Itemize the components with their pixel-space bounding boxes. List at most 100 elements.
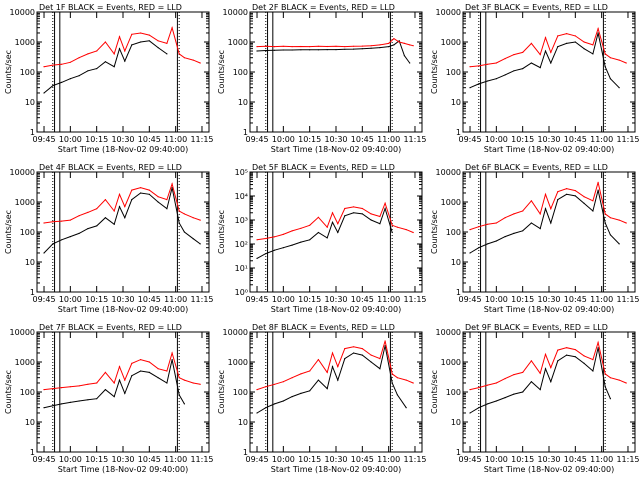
events-data-point [309, 390, 311, 392]
x-tick-label: 10:00 [485, 135, 508, 144]
lld-data-point [384, 340, 386, 342]
events-data-point [609, 78, 612, 80]
events-data-point [391, 382, 393, 384]
y-tick-label: 1 [456, 448, 461, 457]
lld-data-point [104, 41, 106, 43]
x-tick-label: 11:15 [403, 455, 426, 464]
x-axis-label: Start Time (18-Nov-02 09:40:00) [484, 305, 614, 314]
events-data-point [495, 400, 497, 402]
lld-data-point [513, 374, 515, 376]
lld-data-point [265, 45, 267, 47]
lld-data-point [309, 46, 311, 48]
events-data-point [370, 361, 372, 363]
x-tick-label: 11:00 [377, 135, 400, 144]
events-data-point [557, 199, 559, 201]
lld-data-point [353, 206, 355, 208]
x-tick-label: 09:45 [32, 135, 55, 144]
lld-data-point [192, 59, 194, 61]
events-data-point [171, 359, 173, 361]
lld-data-point [118, 193, 121, 195]
y-tick-label: 10000 [223, 328, 248, 337]
events-data-point [52, 243, 54, 245]
lld-data-point [140, 187, 142, 189]
lld-data-point [361, 348, 363, 350]
events-data-point [124, 392, 126, 394]
x-tick-label: 11:00 [590, 295, 613, 304]
events-data-point [78, 232, 80, 234]
detector-panel-7: Det 7F BLACK = Events, RED = LLD 1 10 100 10… [4, 323, 214, 474]
events-data-point [393, 44, 395, 46]
events-data-point [597, 189, 599, 191]
lld-data-point [131, 189, 133, 191]
lld-data-point [78, 385, 80, 387]
x-tick-label: 10:30 [537, 135, 560, 144]
x-tick-label: 10:00 [272, 295, 295, 304]
x-tick-label: 11:00 [377, 455, 400, 464]
x-tick-label: 10:45 [138, 455, 161, 464]
events-data-point [398, 40, 400, 42]
events-data-point [539, 228, 541, 230]
x-tick-label: 10:45 [564, 135, 587, 144]
events-data-point [118, 379, 121, 381]
x-tick-label: 10:30 [537, 455, 560, 464]
events-data-point [52, 405, 54, 407]
x-axis-label: Start Time (18-Nov-02 09:40:00) [58, 465, 188, 474]
lld-data-point [69, 219, 71, 221]
events-data-point [87, 70, 89, 72]
lld-data-point [52, 221, 54, 223]
lld-data-point [487, 223, 489, 225]
events-data-point [469, 87, 471, 89]
y-tick-label: 10 [25, 418, 35, 427]
x-tick-label: 10:15 [85, 135, 108, 144]
x-tick-label: 10:45 [351, 455, 374, 464]
lld-data-point [495, 222, 497, 224]
events-data-point [96, 398, 98, 400]
lld-data-point [557, 35, 559, 37]
lld-data-point [104, 199, 106, 201]
events-data-point [618, 87, 620, 89]
lld-data-point [61, 220, 63, 222]
events-data-point [604, 66, 606, 68]
events-series-line [256, 206, 393, 259]
lld-data-point [530, 200, 533, 202]
lld-data-point [87, 383, 89, 385]
lld-data-point [317, 45, 319, 47]
events-data-point [557, 360, 559, 362]
events-data-point [344, 48, 346, 50]
lld-data-point [592, 200, 594, 202]
events-data-point [178, 394, 180, 396]
events-data-point [504, 236, 506, 238]
events-data-point [583, 202, 585, 204]
events-data-point [118, 48, 121, 50]
events-data-point [69, 401, 71, 403]
events-data-point [487, 243, 489, 245]
events-data-point [495, 78, 497, 80]
x-tick-label: 10:00 [485, 455, 508, 464]
events-data-point [592, 210, 594, 212]
lld-data-point [178, 53, 180, 55]
x-tick-label: 11:15 [190, 135, 213, 144]
events-data-point [335, 49, 337, 51]
lld-data-point [353, 346, 355, 348]
lld-data-point [412, 45, 414, 47]
y-tick-label: 100 [20, 388, 35, 397]
events-data-point [61, 239, 63, 241]
lld-data-point [87, 211, 89, 213]
events-data-point [618, 243, 620, 245]
lld-data-point [52, 388, 54, 390]
lld-data-point [96, 50, 98, 52]
lld-data-point [592, 44, 594, 46]
lld-data-point [192, 217, 194, 219]
lld-data-point [148, 189, 150, 191]
lld-data-point [256, 389, 258, 391]
lld-data-point [113, 53, 115, 55]
events-data-point [557, 46, 559, 48]
lld-data-point [43, 222, 45, 224]
lld-data-point [131, 362, 133, 364]
x-tick-label: 11:00 [164, 455, 187, 464]
lld-data-point [265, 386, 267, 388]
x-tick-label: 10:00 [59, 135, 82, 144]
y-tick-label: 10 [238, 418, 248, 427]
y-axis-label: Counts/sec [4, 370, 13, 414]
events-data-point [113, 396, 115, 398]
